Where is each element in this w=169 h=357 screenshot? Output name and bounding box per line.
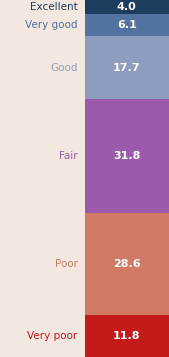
- Text: 4.0: 4.0: [117, 2, 137, 12]
- Text: 17.7: 17.7: [113, 62, 140, 73]
- Text: Very poor: Very poor: [28, 331, 78, 341]
- FancyBboxPatch shape: [84, 0, 169, 14]
- Text: 31.8: 31.8: [113, 151, 140, 161]
- FancyBboxPatch shape: [84, 315, 169, 357]
- Text: Fair: Fair: [59, 151, 78, 161]
- FancyBboxPatch shape: [84, 36, 169, 99]
- Text: 11.8: 11.8: [113, 331, 140, 341]
- FancyBboxPatch shape: [84, 99, 169, 213]
- Text: 28.6: 28.6: [113, 259, 141, 269]
- Text: Good: Good: [50, 62, 78, 73]
- FancyBboxPatch shape: [84, 14, 169, 36]
- Text: Poor: Poor: [55, 259, 78, 269]
- Text: 6.1: 6.1: [117, 20, 137, 30]
- FancyBboxPatch shape: [84, 213, 169, 315]
- Text: Very good: Very good: [25, 20, 78, 30]
- Text: Excellent: Excellent: [30, 2, 78, 12]
